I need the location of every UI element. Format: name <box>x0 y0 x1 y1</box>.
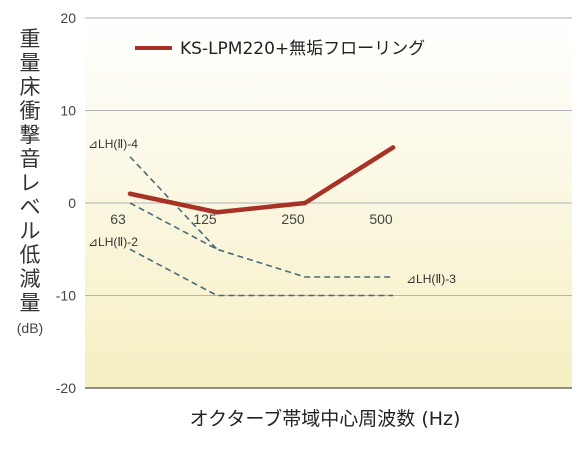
y-tick-label: -10 <box>56 288 76 304</box>
reference-line-labels: ⊿LH(Ⅱ)-4 ⊿LH(Ⅱ)-3 ⊿LH(Ⅱ)-2 <box>88 137 456 286</box>
y-tick-labels: 20 10 0 -10 -20 <box>56 10 76 396</box>
data-point <box>302 200 308 206</box>
x-tick-labels: 63 125 250 500 <box>110 211 393 227</box>
y-axis-label-char: 低 <box>20 243 41 267</box>
y-tick-label: 0 <box>68 195 76 211</box>
x-tick-label: 250 <box>281 211 305 227</box>
y-axis-label-char: 衝 <box>20 99 41 123</box>
series-line <box>127 145 396 215</box>
reference-line-label: ⊿LH(Ⅱ)-2 <box>88 235 138 249</box>
y-axis-label-char: 重 <box>20 27 41 51</box>
data-series <box>127 145 396 215</box>
x-tick-label: 500 <box>369 211 393 227</box>
data-point <box>214 210 220 215</box>
y-axis-label-char: 減 <box>20 267 41 291</box>
y-tick-label: -20 <box>56 380 76 396</box>
legend-label: KS-LPM220+無垢フローリング <box>180 39 425 59</box>
y-axis-unit: (dB) <box>17 320 43 336</box>
x-tick-label: 63 <box>110 211 126 227</box>
y-axis-label-char: ベ <box>20 195 41 219</box>
y-axis-label-char: 撃 <box>20 123 41 147</box>
reference-line <box>129 248 393 297</box>
x-tick-label: 125 <box>193 211 217 227</box>
data-point <box>390 145 396 150</box>
y-axis-label-char: 音 <box>20 147 41 171</box>
reference-line-label: ⊿LH(Ⅱ)-3 <box>406 272 456 286</box>
y-axis-label-char: 量 <box>20 51 41 75</box>
y-tick-label: 10 <box>60 103 76 119</box>
legend: KS-LPM220+無垢フローリング <box>135 39 425 59</box>
y-axis-label-char: 床 <box>20 75 41 99</box>
y-axis-label-char: ル <box>20 219 41 243</box>
reference-line <box>129 202 393 278</box>
y-axis-label-char: レ <box>20 171 41 195</box>
y-axis-label-char: 量 <box>20 291 41 315</box>
y-tick-label: 20 <box>60 10 76 26</box>
data-point <box>127 191 133 196</box>
reference-line-label: ⊿LH(Ⅱ)-4 <box>88 137 138 151</box>
x-axis-title: オクターブ帯域中心周波数 (Hz) <box>190 407 461 430</box>
